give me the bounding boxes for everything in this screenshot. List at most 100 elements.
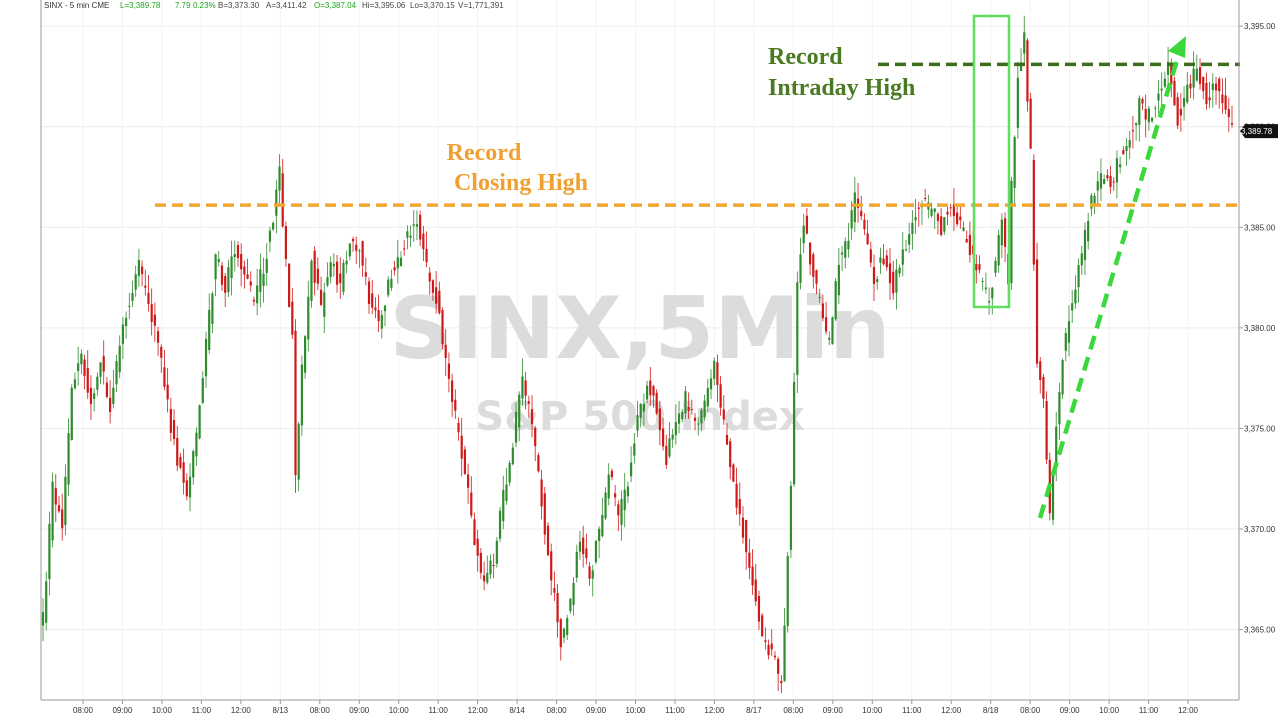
x-tick-label: 09:00 <box>586 706 607 715</box>
candle-body <box>793 381 796 485</box>
candle-body <box>703 400 706 418</box>
candle-body <box>1042 376 1045 399</box>
candle-body <box>876 279 879 283</box>
candle-body <box>1000 219 1003 246</box>
candle-body <box>885 255 888 268</box>
candle-body <box>943 217 946 232</box>
candle-body <box>1077 265 1080 288</box>
candle-body <box>732 464 735 482</box>
candle-body <box>393 267 396 271</box>
candle-body <box>700 409 703 424</box>
candle-body <box>869 249 872 263</box>
candle-body <box>684 391 687 414</box>
candle-body <box>745 520 748 553</box>
candle-body <box>188 476 192 498</box>
candle-body <box>607 474 610 499</box>
candle-body <box>278 166 281 191</box>
candle-body <box>1205 82 1208 105</box>
candle-body <box>888 263 892 284</box>
candle-body <box>1128 140 1131 148</box>
candle-body <box>505 484 508 502</box>
candle-body <box>773 655 777 658</box>
candle-body <box>390 278 393 288</box>
candle-body <box>1029 98 1032 149</box>
candle-body <box>1067 321 1071 343</box>
candle-body <box>89 387 93 405</box>
candle-body <box>329 262 332 278</box>
candle-body <box>73 379 77 389</box>
candle-body <box>872 267 876 284</box>
candle-body <box>808 242 812 265</box>
x-tick-label: 8/14 <box>509 706 525 715</box>
candle-body <box>380 314 383 329</box>
candle-body <box>706 388 709 407</box>
candle-body <box>1058 391 1061 425</box>
candle-body <box>1198 67 1202 84</box>
candle-body <box>716 362 719 385</box>
candle-body <box>1096 181 1099 191</box>
candle-body <box>1119 164 1122 168</box>
candle-body <box>319 289 323 305</box>
x-axis-ticks: 08:00 09:00 10:00 11:00 12:00 8/13 08:00 09:00 1… <box>73 700 1199 715</box>
header-ask: A=3,411.42 <box>266 1 307 10</box>
candle-body <box>543 493 546 535</box>
intraday-high-label-line2: Intraday High <box>768 75 915 101</box>
candle-body <box>527 401 530 404</box>
candle-body <box>508 462 511 483</box>
candle-body <box>578 541 582 552</box>
candle-body <box>917 207 920 209</box>
candle-body <box>764 640 767 642</box>
candle-body <box>1087 220 1090 242</box>
candle-body <box>1080 253 1083 266</box>
header-high: Hi=3,395.06 <box>362 1 406 10</box>
candle-body <box>457 422 460 433</box>
last-price-label: 3,389.78 <box>1241 127 1273 136</box>
candle-body <box>377 310 380 322</box>
candle-body <box>214 254 217 280</box>
closing-high-label-line2: Closing High <box>454 170 588 196</box>
x-tick-label: 11:00 <box>665 706 685 715</box>
candle-body <box>217 259 220 263</box>
candle-body <box>582 537 585 555</box>
candle-body <box>1176 97 1179 126</box>
candle-body <box>1211 83 1214 91</box>
candle-body <box>307 296 310 340</box>
candle-body <box>639 403 642 418</box>
candle-body <box>601 514 604 537</box>
candle-body <box>553 587 556 593</box>
candle-body <box>1090 195 1093 209</box>
x-tick-label: 09:00 <box>823 706 844 715</box>
candle-body <box>1208 97 1211 101</box>
candle-body <box>169 408 172 433</box>
x-tick-label: 10:00 <box>862 706 883 715</box>
candle-body <box>719 384 722 408</box>
candle-body <box>642 403 645 412</box>
candle-body <box>908 234 911 245</box>
candle-body <box>933 208 936 212</box>
candle-body <box>374 307 377 311</box>
candle-body <box>67 433 70 485</box>
x-tick-label: 11:00 <box>902 706 922 715</box>
candle-body <box>204 338 208 377</box>
candle-body <box>115 361 118 385</box>
x-tick-label: 12:00 <box>468 706 489 715</box>
y-tick-label: 3,375.00 <box>1244 424 1276 433</box>
candle-body <box>358 250 361 252</box>
candle-body <box>521 376 524 399</box>
candle-body <box>1135 123 1138 126</box>
candle-body <box>588 566 591 579</box>
candle-body <box>850 210 853 229</box>
y-tick-label: 3,395.00 <box>1244 22 1276 31</box>
candle-body <box>671 434 674 440</box>
candle-body <box>1013 137 1016 188</box>
candle-body <box>1106 175 1109 179</box>
candle-body <box>866 233 869 245</box>
candle-body <box>540 479 543 507</box>
candle-body <box>1202 76 1205 92</box>
candle-body <box>1019 62 1023 71</box>
candle-body <box>844 241 847 258</box>
record-high-highlight-box <box>972 14 1011 309</box>
candle-body <box>617 504 620 516</box>
candle-body <box>1195 68 1198 81</box>
candle-body <box>620 498 623 525</box>
